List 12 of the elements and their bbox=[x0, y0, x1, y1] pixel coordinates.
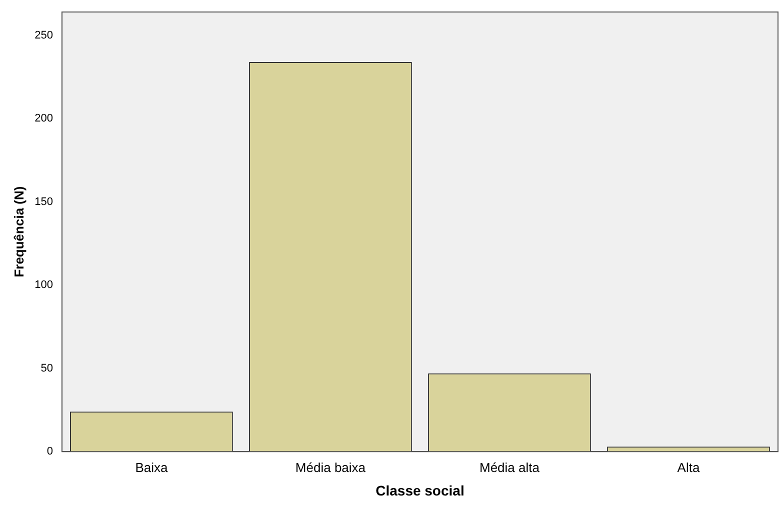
y-axis-title: Frequência (N) bbox=[11, 186, 26, 278]
x-tick-label: Média alta bbox=[479, 460, 540, 475]
x-tick-label: Média baixa bbox=[295, 460, 366, 475]
y-tick-label: 50 bbox=[40, 362, 53, 374]
y-tick-label: 100 bbox=[34, 279, 53, 292]
x-tick-label: Baixa bbox=[135, 460, 168, 475]
y-tick-label: 200 bbox=[34, 112, 53, 125]
x-tick-label: Alta bbox=[677, 460, 700, 475]
y-tick-label: 0 bbox=[46, 446, 53, 458]
x-axis-title: Classe social bbox=[376, 482, 464, 498]
y-tick-label: 250 bbox=[34, 29, 53, 42]
y-tick-label: 150 bbox=[34, 196, 53, 208]
